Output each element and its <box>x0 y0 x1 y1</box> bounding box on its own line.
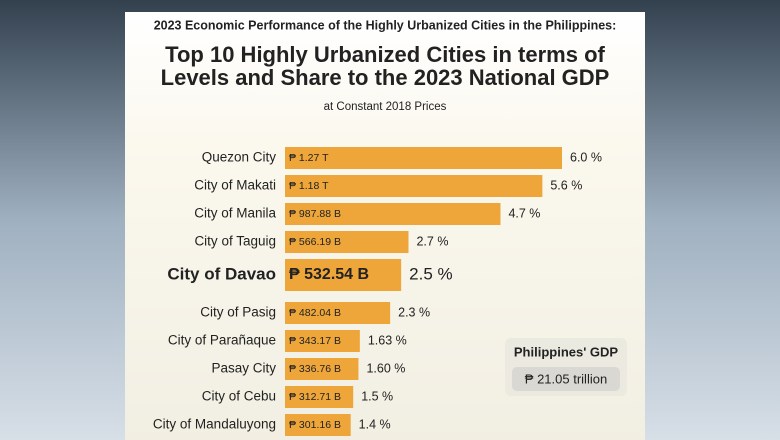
bar <box>285 231 409 253</box>
value-label: ₱ 336.76 B <box>289 363 341 375</box>
share-label: 1.60 % <box>366 361 405 375</box>
kicker: 2023 Economic Performance of the Highly … <box>154 18 617 32</box>
value-label: ₱ 532.54 B <box>289 266 369 283</box>
value-label: ₱ 482.04 B <box>289 307 341 319</box>
chart-title: Levels and Share to the 2023 National GD… <box>161 65 610 90</box>
annotation-title: Philippines' GDP <box>514 344 619 359</box>
chart-title: Top 10 Highly Urbanized Cities in terms … <box>165 42 605 67</box>
category-label: City of Cebu <box>202 389 276 404</box>
share-label: 1.63 % <box>368 333 407 347</box>
bar <box>285 302 391 324</box>
value-label: ₱ 566.19 B <box>289 236 341 248</box>
subtitle: at Constant 2018 Prices <box>324 101 447 113</box>
value-label: ₱ 343.17 B <box>289 335 341 347</box>
bar <box>285 175 543 197</box>
value-label: ₱ 1.18 T <box>289 180 329 192</box>
share-label: 2.3 % <box>398 305 430 319</box>
share-label: 2.5 % <box>409 264 452 283</box>
bar <box>285 358 359 380</box>
bar <box>285 330 360 352</box>
value-label: ₱ 301.16 B <box>289 419 341 431</box>
share-label: 1.4 % <box>359 417 391 431</box>
category-label: Quezon City <box>202 150 277 165</box>
share-label: 1.5 % <box>361 389 393 403</box>
value-label: ₱ 1.27 T <box>289 152 329 164</box>
value-label: ₱ 987.88 B <box>289 208 341 220</box>
value-label: ₱ 312.71 B <box>289 391 341 403</box>
share-label: 2.7 % <box>416 234 448 248</box>
share-label: 4.7 % <box>508 206 540 220</box>
bar <box>285 203 501 225</box>
category-label: City of Mandaluyong <box>153 417 276 432</box>
bar <box>285 147 562 169</box>
bar <box>285 259 402 291</box>
bar <box>285 386 354 408</box>
annotation-value: ₱ 21.05 trillion <box>525 371 607 386</box>
category-label: City of Parañaque <box>168 333 276 348</box>
share-label: 5.6 % <box>550 178 582 192</box>
category-label: City of Taguig <box>194 234 276 249</box>
annotation-pill <box>512 367 620 391</box>
bar <box>285 414 351 436</box>
category-label: City of Manila <box>194 206 276 221</box>
category-label: City of Davao <box>167 264 276 283</box>
category-label: City of Pasig <box>200 305 276 320</box>
share-label: 6.0 % <box>570 150 602 164</box>
category-label: Pasay City <box>211 361 276 376</box>
category-label: City of Makati <box>194 178 276 193</box>
